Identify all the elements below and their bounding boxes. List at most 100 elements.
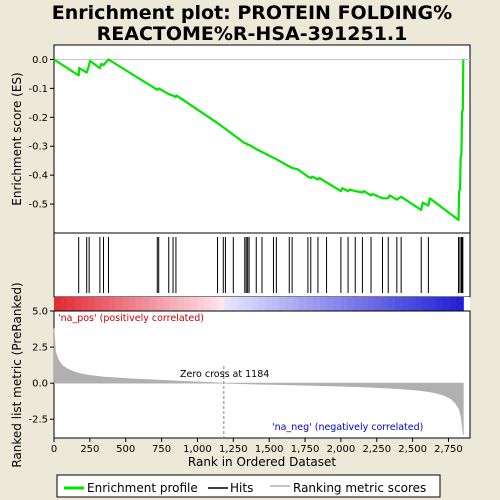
color-bar-segment — [374, 297, 383, 311]
color-bar-segment — [149, 297, 157, 311]
es-panel — [53, 44, 471, 234]
x-tick-label: 500 — [116, 444, 135, 455]
metric-y-tick-label: -2.5 — [28, 415, 48, 426]
legend-box — [56, 474, 441, 498]
color-bar-segment — [163, 297, 171, 311]
color-bar-segment — [401, 297, 410, 311]
color-bar-segment — [244, 297, 253, 311]
x-tick-label: 1,000 — [183, 444, 212, 455]
color-bar-segment — [340, 297, 348, 311]
color-bar-segment — [333, 297, 342, 311]
x-tick-label: 1,250 — [219, 444, 248, 455]
ranking-metric-area — [53, 328, 464, 436]
metric-panel — [53, 310, 471, 439]
es-y-tick-label: -0.1 — [28, 84, 48, 95]
axes-layer: 0.0 -0.1 -0.2 -0.3 -0.4 -0.5 5.0 2.5 0.0 -2.5 0 250… — [28, 55, 462, 455]
color-bar-segment — [408, 297, 417, 311]
color-bar-segment — [156, 297, 164, 311]
color-bar-segment — [88, 297, 96, 311]
color-bar-segment — [395, 297, 403, 311]
x-tick-label: 2,250 — [362, 444, 391, 455]
color-bar-segment — [456, 297, 464, 311]
color-bar-segment — [183, 297, 192, 311]
color-bar-segment — [285, 297, 294, 311]
color-bar-segment — [54, 297, 62, 311]
color-bar-segment — [238, 297, 246, 311]
color-bar-segment — [108, 297, 116, 311]
legend-enrichment-profile: Enrichment profile — [87, 481, 198, 495]
chart-title-line1: Enrichment plot: PROTEIN FOLDING% — [52, 2, 452, 24]
color-bar-segment — [265, 297, 273, 311]
enrichment-profile-line — [53, 58, 465, 222]
es-y-tick-label: -0.5 — [28, 200, 48, 211]
neg-correlated-label: 'na_neg' (negatively correlated) — [272, 422, 423, 433]
x-tick-label: 0 — [51, 444, 57, 455]
color-bar-segment — [306, 297, 314, 311]
color-bar-segment — [101, 297, 110, 311]
color-bar-segment — [299, 297, 307, 311]
es-y-tick-label: 0.0 — [32, 55, 48, 66]
color-bar-segment — [190, 297, 198, 311]
color-bar-segment — [169, 297, 178, 311]
color-bar-segment — [251, 297, 260, 311]
color-bar-segment — [74, 297, 82, 311]
color-bar-segment — [422, 297, 430, 311]
color-bar-segment — [67, 297, 76, 311]
color-bar-segment — [142, 297, 151, 311]
metric-y-tick-label: 2.5 — [32, 343, 48, 354]
color-bar-segment — [292, 297, 301, 311]
x-tick-label: 2,500 — [398, 444, 427, 455]
color-bar-segment — [320, 297, 328, 311]
color-bar-segment — [429, 297, 437, 311]
x-tick-label: 2,000 — [327, 444, 356, 455]
color-bar-segment — [176, 297, 185, 311]
metric-y-tick-label: 0.0 — [32, 379, 48, 390]
color-bar-segment — [415, 297, 423, 311]
color-bar-segment — [129, 297, 137, 311]
metric-y-axis-label: Ranked list metric (PreRanked) — [10, 282, 24, 467]
x-tick-label: 1,750 — [291, 444, 320, 455]
color-bar-segment — [231, 297, 239, 311]
color-bar-segment — [217, 297, 226, 311]
color-bar-segment — [326, 297, 335, 311]
metric-y-tick-label: 5.0 — [32, 307, 48, 318]
color-bar-segment — [388, 297, 396, 311]
color-bar-segment — [210, 297, 219, 311]
color-bar-segment — [204, 297, 212, 311]
legend-ranking-metric: Ranking metric scores — [293, 481, 426, 495]
x-tick-label: 750 — [152, 444, 171, 455]
color-bar-segment — [122, 297, 130, 311]
color-bar-segment — [81, 297, 89, 311]
x-tick-label: 2,750 — [434, 444, 463, 455]
color-bar-segment — [197, 297, 205, 311]
color-bar-segment — [279, 297, 287, 311]
x-axis-label: Rank in Ordered Dataset — [188, 455, 336, 469]
color-bar-segment — [449, 297, 458, 311]
color-bar-segment — [354, 297, 362, 311]
legend-hits: Hits — [230, 481, 253, 495]
pos-correlated-label: 'na_pos' (positively correlated) — [58, 313, 204, 324]
color-bar-segment — [60, 297, 69, 311]
color-bar-segment — [435, 297, 444, 311]
hits-layer — [78, 237, 464, 293]
color-bar-segment — [94, 297, 103, 311]
color-bar-segment — [360, 297, 369, 311]
color-bar-segment — [347, 297, 355, 311]
es-y-tick-label: -0.3 — [28, 142, 48, 153]
x-tick-label: 1,500 — [255, 444, 284, 455]
es-y-tick-label: -0.4 — [28, 171, 48, 182]
color-bar-segment — [115, 297, 123, 311]
color-bar-segment — [313, 297, 321, 311]
color-bar-segment — [135, 297, 144, 311]
color-bar-segment — [381, 297, 389, 311]
color-bar-segment — [442, 297, 451, 311]
color-bar-segment — [224, 297, 232, 311]
zero-cross-label: Zero cross at 1184 — [180, 369, 269, 380]
legend: Enrichment profile Hits Ranking metric s… — [56, 474, 441, 498]
es-y-tick-label: -0.2 — [28, 113, 48, 124]
color-bar-segment — [367, 297, 376, 311]
color-bar-segment — [258, 297, 267, 311]
x-tick-label: 250 — [80, 444, 99, 455]
enrichment-profile-layer — [53, 58, 465, 222]
